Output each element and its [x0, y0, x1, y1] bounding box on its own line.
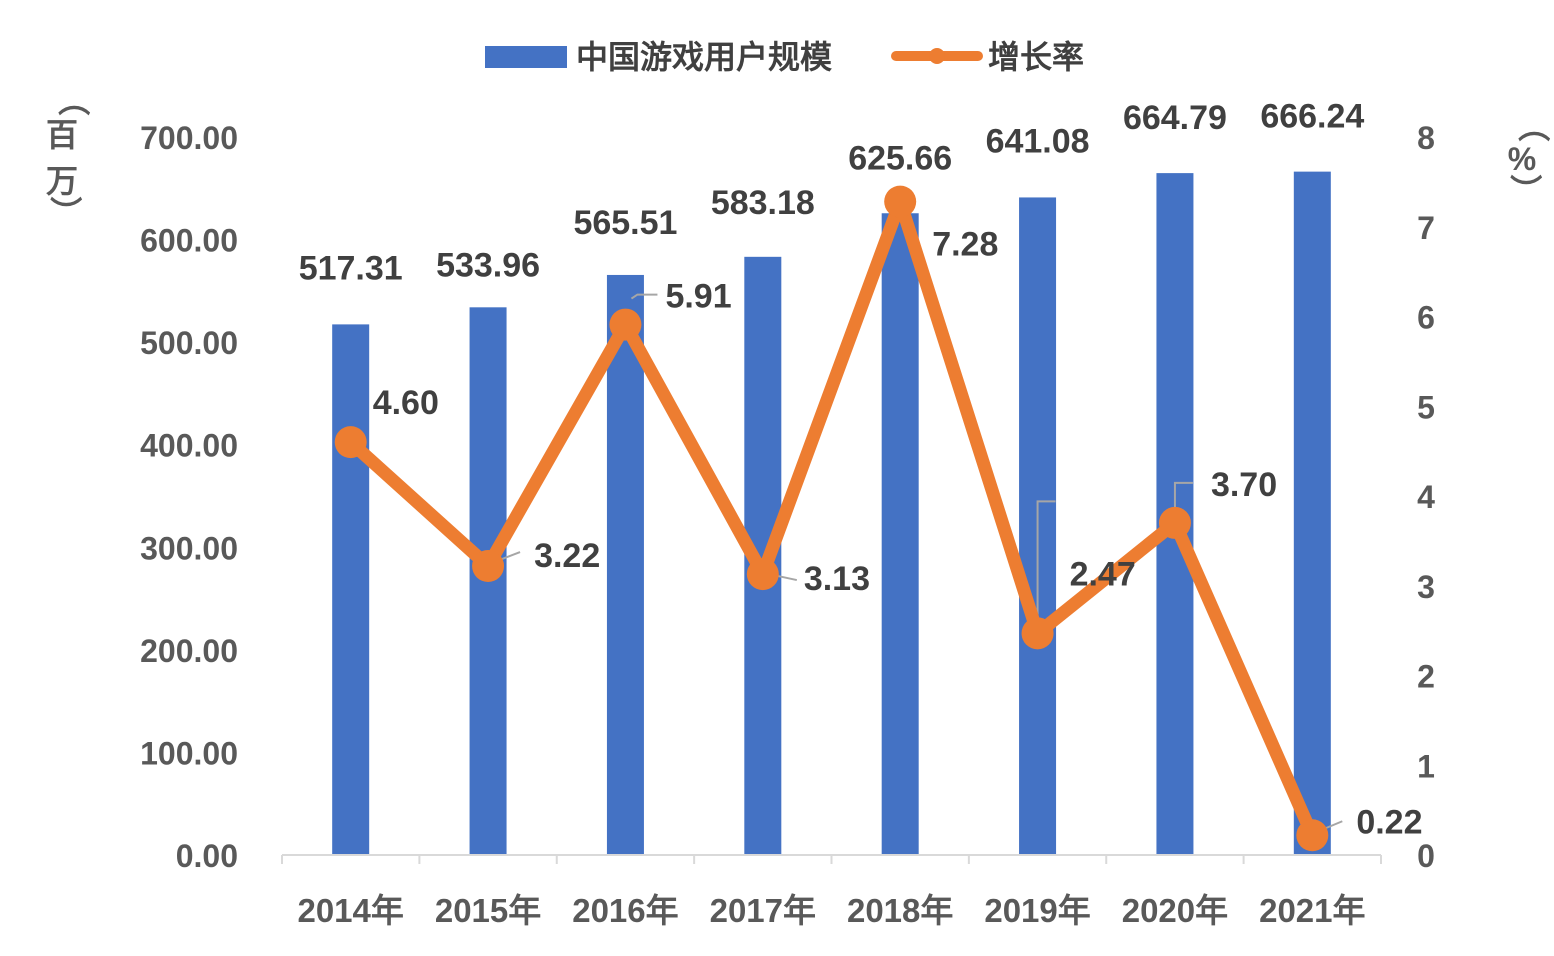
x-axis-tick-label: 2014年	[297, 892, 403, 929]
bar	[606, 274, 644, 855]
growth-rate-marker	[1296, 819, 1329, 852]
left-axis: 0.00 100.00 200.00 300.00 400.00 500.00 600.00…	[140, 120, 238, 874]
left-axis-unit: （ 百 万 ）	[46, 84, 91, 228]
left-unit-char-2: 万	[46, 163, 78, 199]
bar-data-labels: 517.31 533.96 565.51 583.18 625.66 641.08 664.…	[299, 98, 1365, 288]
left-unit-char-1: 百	[46, 117, 78, 153]
growth-rate-marker	[884, 185, 917, 218]
right-unit-char-2: ）	[1507, 174, 1543, 206]
right-axis-tick-label: 3	[1417, 569, 1435, 605]
right-axis-unit: （ % ）	[1507, 110, 1551, 206]
bar-value-label: 583.18	[711, 184, 815, 222]
bar	[1293, 171, 1331, 855]
left-axis-tick-label: 400.00	[140, 428, 238, 464]
left-axis-tick-label: 600.00	[140, 223, 238, 259]
growth-rate-marker	[1158, 506, 1191, 539]
x-axis-tick-label: 2015年	[435, 892, 541, 929]
left-axis-tick-label: 100.00	[140, 735, 238, 771]
bar-value-label: 565.51	[573, 204, 677, 242]
right-axis-tick-label: 0	[1417, 838, 1435, 874]
growth-rate-label: 3.22	[534, 537, 600, 575]
leader-line	[1173, 481, 1193, 509]
x-axis-tick-label: 2019年	[984, 892, 1090, 929]
x-axis-tick-label: 2016年	[572, 892, 678, 929]
left-axis-tick-label: 200.00	[140, 633, 238, 669]
right-axis-tick-label: 4	[1417, 479, 1435, 515]
bar-value-label: 625.66	[848, 139, 952, 177]
growth-rate-marker	[609, 308, 642, 341]
legend-swatch-marker	[929, 48, 945, 64]
growth-rate-label: 4.60	[373, 384, 439, 422]
bar-value-label: 664.79	[1123, 99, 1227, 137]
left-axis-tick-label: 700.00	[140, 120, 238, 156]
x-axis-tick-label: 2020年	[1122, 892, 1228, 929]
growth-rate-label: 0.22	[1356, 803, 1422, 841]
bar	[881, 213, 919, 856]
right-unit-char-0: （	[1515, 110, 1551, 142]
growth-rate-marker	[746, 558, 779, 591]
left-axis-tick-label: 300.00	[140, 530, 238, 566]
x-axis-tick-label: 2021年	[1259, 892, 1365, 929]
x-axis-tick-label: 2017年	[710, 892, 816, 929]
bar	[332, 324, 370, 855]
growth-rate-label: 7.28	[932, 226, 998, 264]
right-axis-tick-label: 7	[1417, 210, 1435, 246]
x-axis: 2014年 2015年 2016年 2017年 2018年 2019年 2020年 2021年	[281, 854, 1382, 929]
growth-rate-label: 2.47	[1070, 555, 1136, 593]
left-axis-tick-label: 0.00	[176, 838, 238, 874]
left-axis-tick-label: 500.00	[140, 325, 238, 361]
right-axis-tick-label: 6	[1417, 300, 1435, 336]
left-unit-char-3: ）	[47, 196, 83, 228]
left-unit-char-0: （	[55, 84, 91, 116]
growth-rate-label: 3.70	[1211, 466, 1277, 504]
legend-swatch-bar	[485, 46, 567, 68]
x-axis-tick-label: 2018年	[847, 892, 953, 929]
right-axis-tick-label: 1	[1417, 748, 1435, 784]
right-unit-char-1: %	[1508, 141, 1536, 177]
right-axis-tick-label: 5	[1417, 389, 1435, 425]
leader-line	[1036, 500, 1056, 634]
growth-rate-marker	[1021, 617, 1054, 650]
legend-label-bar: 中国游戏用户规模	[576, 39, 832, 75]
growth-rate-marker	[472, 550, 505, 583]
growth-rate-label: 5.91	[665, 278, 731, 316]
right-axis-tick-label: 2	[1417, 659, 1435, 695]
line-series	[334, 185, 1329, 852]
right-axis-tick-label: 8	[1417, 120, 1435, 156]
growth-rate-line	[344, 195, 1319, 842]
bar-value-label: 666.24	[1260, 98, 1364, 136]
right-axis: 0 1 2 3 4 5 6 7 8	[1417, 120, 1435, 874]
growth-rate-marker	[334, 426, 367, 459]
bar-value-label: 517.31	[299, 249, 403, 287]
bar-value-label: 533.96	[436, 246, 540, 284]
leader-line	[630, 293, 658, 300]
legend-label-line: 增长率	[988, 39, 1084, 75]
bar-value-label: 641.08	[986, 122, 1090, 160]
legend: 中国游戏用户规模 增长率	[485, 39, 1084, 75]
growth-rate-label: 3.13	[804, 560, 870, 598]
line-data-labels: 4.60 3.22 5.91 3.13 7.28 2.47 3.70 0.22	[373, 226, 1423, 842]
